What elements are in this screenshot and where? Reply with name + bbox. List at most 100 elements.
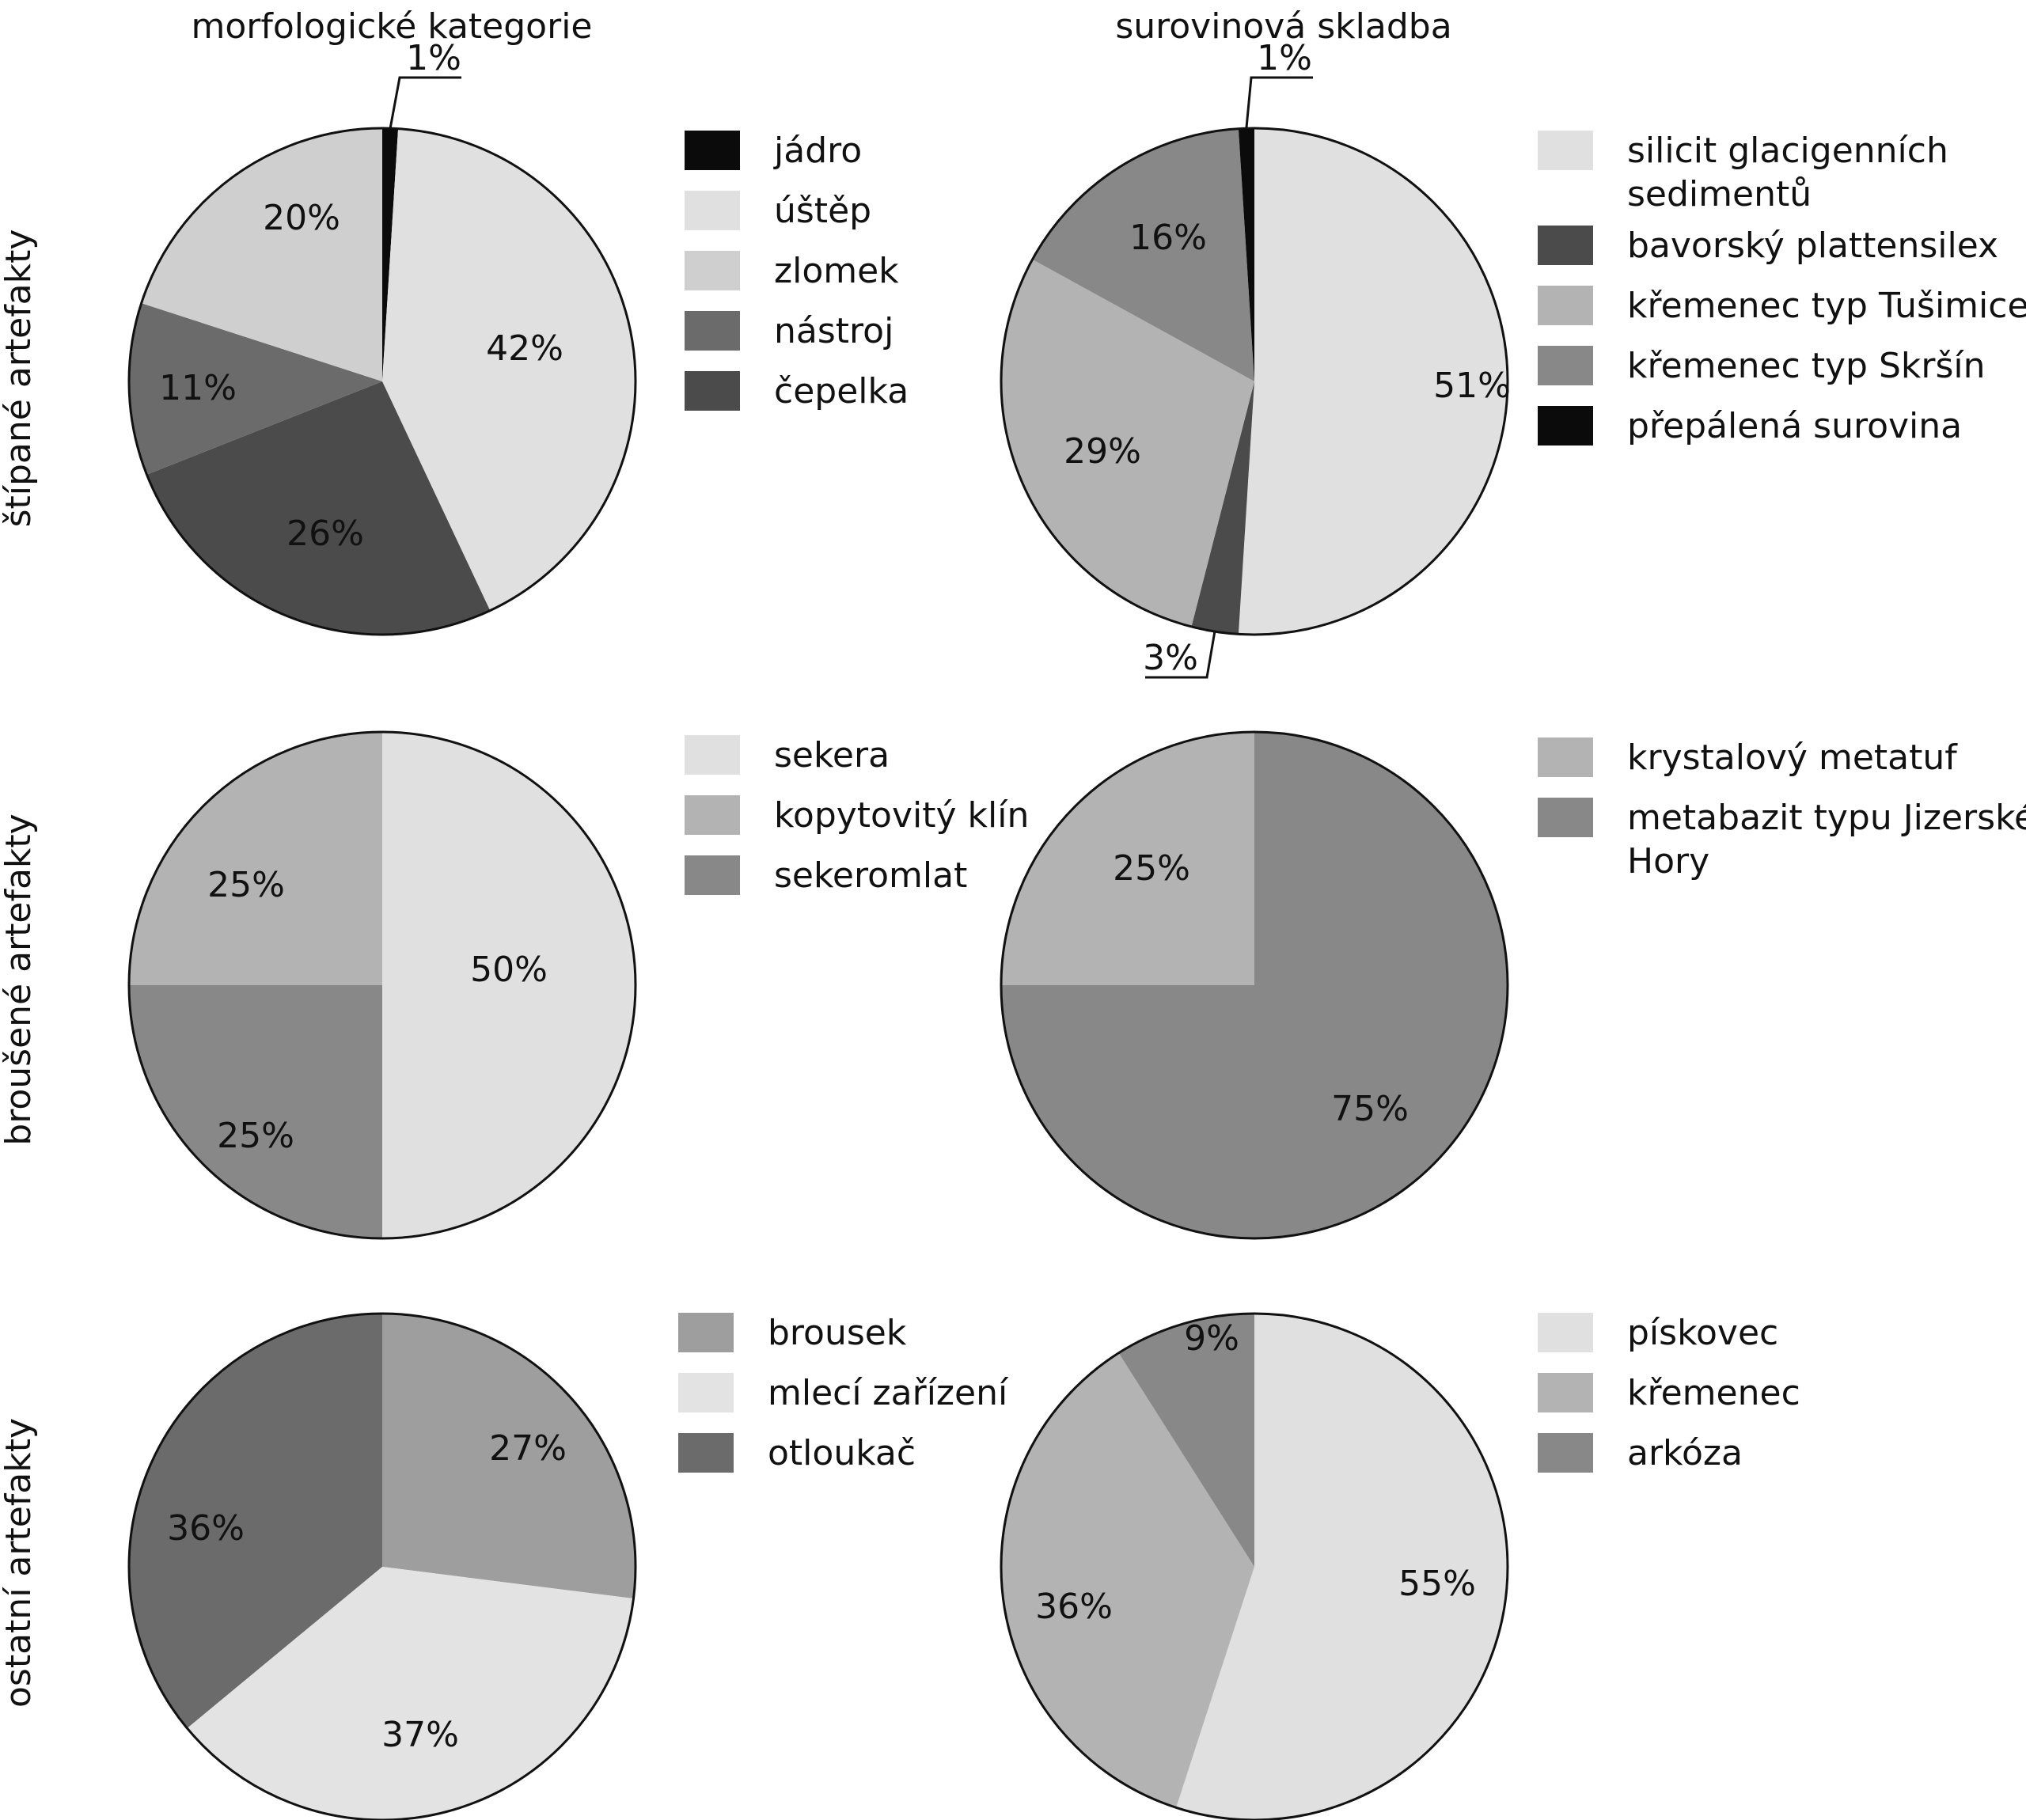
legend-0-0: jádro úštěp zlomek nástroj čepelka <box>685 131 909 411</box>
legend-swatch-2-0-0 <box>678 1313 734 1352</box>
legend-label-2-0-0: brousek <box>768 1313 907 1353</box>
legend-label-2-1-1: křemenec <box>1627 1373 1800 1413</box>
legend-swatch-2-0-2 <box>678 1433 734 1473</box>
pie-chart-2-0: 27% 37% 36% <box>127 1312 637 1820</box>
pie-outline-0-1 <box>1000 127 1509 636</box>
pie-slice-2-0-1 <box>187 1567 634 1820</box>
pie-slice-0-0-2 <box>146 381 491 635</box>
pie-slice-1-1-1 <box>1001 732 1254 985</box>
slice-label-1-0-0: 50% <box>470 950 548 990</box>
slice-label-2-1-1: 36% <box>1035 1587 1113 1627</box>
slice-label-0-1-4: 1% <box>1257 38 1312 78</box>
legend-swatch-0-0-1 <box>685 191 740 230</box>
pie-slice-0-1-0 <box>1238 128 1508 635</box>
slice-label-0-1-0: 51% <box>1433 366 1511 406</box>
legend-swatch-0-1-0 <box>1538 131 1593 170</box>
slice-label-2-1-2: 9% <box>1184 1318 1239 1359</box>
legend-label-0-0-0: jádro <box>773 131 862 171</box>
slice-label-0-0-4: 20% <box>263 198 340 238</box>
pie-slice-0-1-1 <box>1191 381 1254 635</box>
legend-label-1-1-1: metabazit typu Jizerské <box>1627 798 2026 838</box>
legend-label-0-0-3: nástroj <box>774 311 893 351</box>
legend-swatch-0-1-2 <box>1538 286 1593 325</box>
pie-chart-0-1: 51% 3% 29% 16% 1% <box>1000 38 1511 679</box>
legend-swatch-2-1-0 <box>1538 1313 1593 1352</box>
legend-label-2-0-2: otloukač <box>768 1433 916 1473</box>
slice-label-1-1-0: 75% <box>1331 1089 1409 1129</box>
slice-label-1-1-1: 25% <box>1113 848 1190 889</box>
pie-chart-1-1: 75% 25% <box>1000 730 1509 1240</box>
legend-label-2-1-0: pískovec <box>1627 1313 1778 1353</box>
pie-slice-1-0-0 <box>382 732 635 1238</box>
column-title-raw-material: surovinová skladba <box>1115 6 1451 47</box>
legend-swatch-1-0-1 <box>685 795 740 835</box>
pie-chart-2-1: 55% 36% 9% <box>1000 1312 1509 1820</box>
legend-swatch-0-0-0 <box>685 131 740 170</box>
legend-label-0-1-3: křemenec typ Skršín <box>1627 346 1985 386</box>
legend-label-2-1-2: arkóza <box>1627 1433 1743 1473</box>
pie-slice-2-1-1 <box>1001 1352 1254 1808</box>
legend-swatch-0-1-4 <box>1538 406 1593 446</box>
pie-chart-1-0: 50% 25% 25% <box>127 730 637 1240</box>
callout-line-0-0-0 <box>389 76 461 129</box>
legend-label-0-0-2: zlomek <box>774 251 899 291</box>
legend-2-1: pískovec křemenec arkóza <box>1538 1313 1800 1473</box>
slice-label-1-0-1: 25% <box>217 1116 294 1156</box>
legend-swatch-1-0-2 <box>685 855 740 895</box>
callout-line-0-1-1 <box>1145 631 1216 679</box>
slice-label-0-0-0: 1% <box>406 38 461 78</box>
pie-slice-0-0-4 <box>141 128 382 381</box>
legend-1-0: sekera kopytovitý klín sekeromlat <box>685 735 1029 896</box>
pie-outline-1-0 <box>127 730 637 1240</box>
pie-slice-1-0-1 <box>129 985 382 1238</box>
legend-label-0-1-2: křemenec typ Tušimice <box>1627 286 2026 326</box>
legend-swatch-0-0-4 <box>685 371 740 411</box>
legend-swatch-2-0-1 <box>678 1373 734 1412</box>
callout-line-0-1-4 <box>1245 76 1313 129</box>
legend-swatch-0-1-1 <box>1538 226 1593 265</box>
legend-swatch-1-1-1 <box>1538 798 1593 837</box>
slice-label-1-0-2: 25% <box>207 865 285 905</box>
slice-label-2-1-0: 55% <box>1398 1564 1476 1604</box>
pie-slice-0-0-0 <box>382 128 399 381</box>
slice-label-0-0-1: 42% <box>486 328 563 369</box>
legend-label-0-1-4: přepálená surovina <box>1627 406 1962 446</box>
legend-label-0-1-0-line2: sedimentů <box>1627 174 1812 214</box>
slice-label-2-0-1: 37% <box>381 1715 459 1755</box>
pie-slice-1-0-2 <box>129 732 382 985</box>
legend-label-1-0-1: kopytovitý klín <box>774 795 1029 836</box>
legend-swatch-2-1-1 <box>1538 1373 1593 1412</box>
legend-swatch-2-1-2 <box>1538 1433 1593 1473</box>
legend-label-0-1-0: silicit glacigenních <box>1627 131 1948 171</box>
charts-layer: 1% 42% 26% 11% 20% jádro úštěp zlomek nástroj čep… <box>127 38 2026 1820</box>
pie-outline-2-1 <box>1000 1312 1509 1820</box>
legend-swatch-1-0-0 <box>685 735 740 775</box>
pie-slice-0-1-2 <box>1000 259 1254 627</box>
legend-swatch-0-0-3 <box>685 311 740 351</box>
slice-label-2-0-0: 27% <box>489 1428 567 1469</box>
legend-label-2-0-1: mlecí zařízení <box>768 1373 1009 1413</box>
pie-outline-1-1 <box>1000 730 1509 1240</box>
pie-slice-0-0-1 <box>382 128 635 611</box>
pie-slice-2-1-2 <box>1118 1314 1254 1567</box>
pie-slice-2-1-0 <box>1176 1314 1508 1820</box>
pie-chart-0-0: 1% 42% 26% 11% 20% <box>127 38 637 636</box>
slice-label-0-1-2: 29% <box>1064 431 1141 472</box>
legend-swatch-0-1-3 <box>1538 346 1593 385</box>
legend-label-1-1-1-line2: Hory <box>1627 841 1709 882</box>
legend-label-0-0-1: úštěp <box>774 191 871 231</box>
slice-label-0-1-1: 3% <box>1143 638 1198 678</box>
row-label-other: ostatní artefakty <box>0 1418 39 1708</box>
pie-slice-2-0-0 <box>382 1314 636 1599</box>
column-title-morphology: morfologické kategorie <box>192 6 593 47</box>
pie-slice-2-0-2 <box>129 1314 383 1728</box>
row-label-polished: broušené artefakty <box>0 813 39 1145</box>
slice-label-2-0-2: 36% <box>167 1508 245 1549</box>
row-label-chipped: štípané artefakty <box>0 229 39 528</box>
pie-slice-0-1-4 <box>1238 128 1254 381</box>
slice-label-0-0-3: 11% <box>159 368 237 408</box>
legend-label-1-1-0: krystalový metatuf <box>1627 737 1958 778</box>
legend-label-0-0-4: čepelka <box>774 371 909 411</box>
